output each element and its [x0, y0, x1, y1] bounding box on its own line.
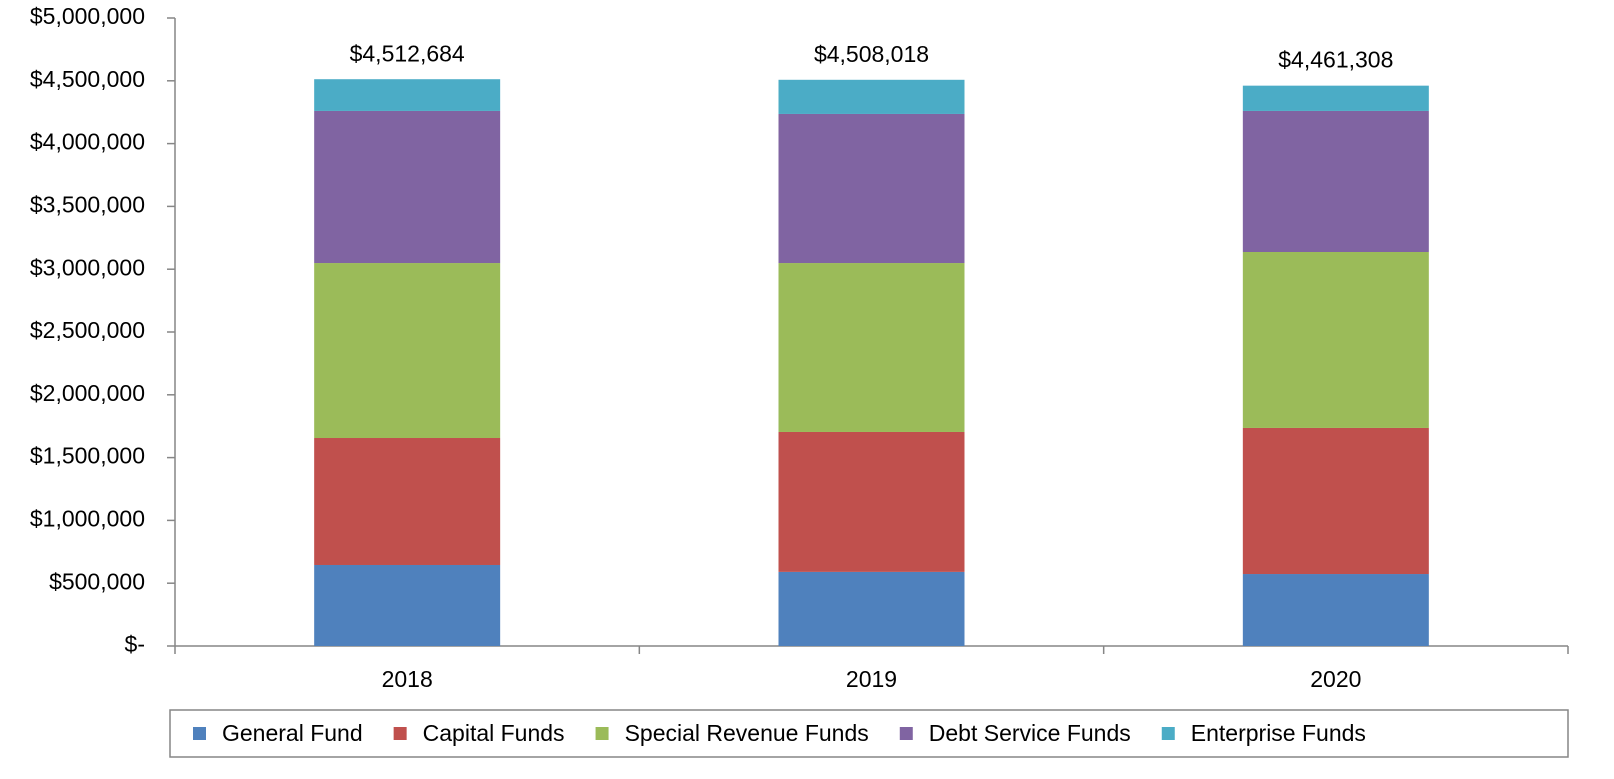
y-tick-label: $2,000,000: [30, 380, 145, 406]
bar-segment: [314, 263, 501, 439]
bar-segment: [314, 110, 501, 264]
y-tick-label: $500,000: [49, 568, 145, 594]
bar-segment: [778, 79, 965, 114]
legend-box: [169, 709, 1569, 758]
legend-label: Special Revenue Funds: [625, 720, 869, 746]
legend-label: Debt Service Funds: [929, 720, 1131, 746]
bar-segment: [778, 571, 965, 646]
y-tick-label: $-: [125, 631, 145, 657]
legend-label: Enterprise Funds: [1191, 720, 1366, 746]
bar-segment: [1242, 427, 1429, 575]
bar-segment: [1242, 574, 1429, 646]
legend-swatch: [595, 727, 609, 740]
bar-segment: [778, 113, 965, 264]
legend-label: Capital Funds: [423, 720, 565, 746]
bar-segment: [1242, 251, 1429, 428]
y-tick-label: $1,500,000: [30, 443, 145, 469]
bar-segment: [314, 79, 501, 111]
y-tick-label: $3,500,000: [30, 191, 145, 217]
y-tick-label: $1,000,000: [30, 505, 145, 531]
x-tick-label: 2019: [846, 666, 897, 692]
bar-segment: [778, 263, 965, 432]
total-label: $4,508,018: [814, 41, 929, 67]
y-tick-label: $4,000,000: [30, 129, 145, 155]
legend-label: General Fund: [222, 720, 363, 746]
x-tick-label: 2020: [1310, 666, 1361, 692]
y-tick-label: $3,000,000: [30, 254, 145, 280]
x-tick-label: 2018: [382, 666, 433, 692]
bar-segment: [1242, 85, 1429, 111]
legend-swatch: [193, 727, 206, 740]
total-label: $4,461,308: [1278, 47, 1393, 73]
bar-segment: [1242, 110, 1429, 252]
total-label: $4,512,684: [350, 40, 465, 66]
y-tick-label: $4,500,000: [30, 66, 145, 92]
bar-segment: [778, 431, 965, 572]
bar-segment: [314, 438, 501, 565]
y-tick-label: $2,500,000: [30, 317, 145, 343]
y-tick-label: $5,000,000: [30, 3, 145, 29]
bar-segment: [314, 564, 501, 646]
legend-swatch: [899, 727, 913, 740]
legend-swatch: [393, 727, 407, 740]
legend-swatch: [1161, 727, 1175, 740]
